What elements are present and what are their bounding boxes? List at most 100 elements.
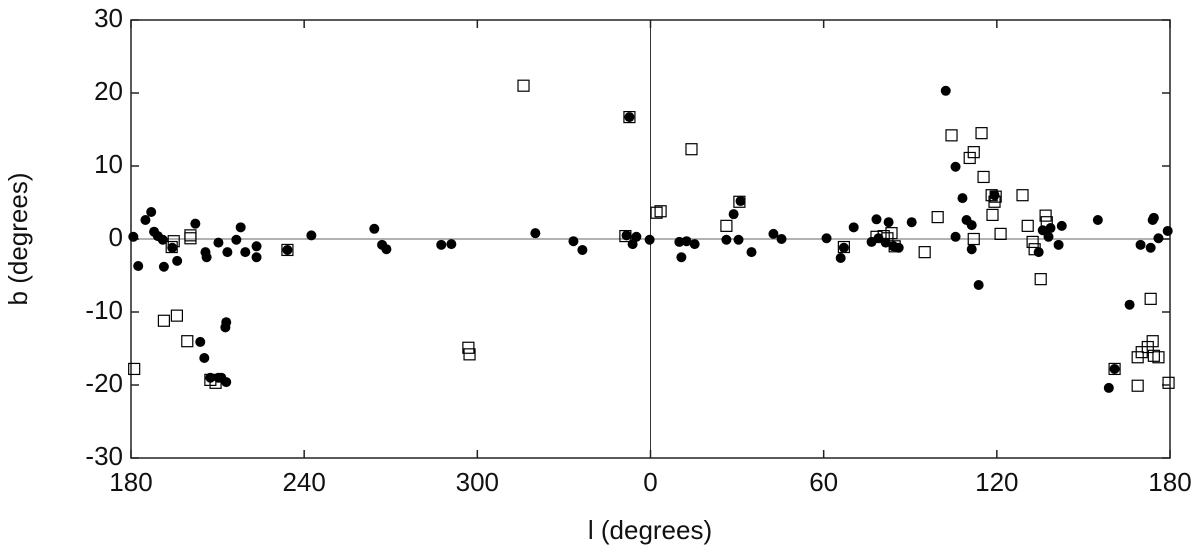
point-square xyxy=(1152,351,1165,364)
point-circle xyxy=(973,279,984,290)
point-circle xyxy=(436,239,447,250)
y-tick-label: -20 xyxy=(85,368,123,398)
point-circle xyxy=(838,242,849,253)
point-circle xyxy=(190,218,201,229)
point-circle xyxy=(940,85,951,96)
y-tick-label: -30 xyxy=(85,441,123,471)
point-circle xyxy=(880,237,891,248)
point-square xyxy=(1039,209,1052,222)
x-tick-label: 180 xyxy=(1148,467,1191,497)
y-tick-label: 20 xyxy=(94,76,123,106)
x-tick-label: 60 xyxy=(809,467,838,497)
x-tick-label: 240 xyxy=(282,467,325,497)
point-circle xyxy=(893,242,904,253)
point-square xyxy=(517,79,530,92)
point-circle xyxy=(871,214,882,225)
point-circle xyxy=(728,209,739,220)
point-square xyxy=(654,205,667,218)
point-circle xyxy=(1056,220,1067,231)
point-square xyxy=(994,227,1007,240)
point-circle xyxy=(1043,231,1054,242)
point-circle xyxy=(221,317,232,328)
point-circle xyxy=(621,230,632,241)
point-square xyxy=(986,208,999,222)
point-circle xyxy=(848,222,859,233)
point-square xyxy=(1026,235,1039,249)
point-circle xyxy=(251,241,262,252)
point-circle xyxy=(530,228,541,239)
point-square xyxy=(128,362,141,376)
point-circle xyxy=(577,244,588,255)
point-circle xyxy=(966,220,977,231)
point-square xyxy=(877,229,890,243)
point-square xyxy=(619,229,632,243)
point-circle xyxy=(172,255,183,266)
point-circle xyxy=(446,239,457,250)
point-square xyxy=(888,240,901,253)
point-square xyxy=(931,211,944,224)
point-circle xyxy=(674,236,685,247)
point-square xyxy=(989,190,1002,203)
point-circle xyxy=(282,244,293,255)
point-circle xyxy=(213,237,224,248)
point-square xyxy=(1021,219,1034,232)
y-tick-label: 30 xyxy=(94,3,123,33)
point-square xyxy=(1144,292,1157,305)
point-circle xyxy=(235,222,246,233)
point-circle xyxy=(835,252,846,263)
point-square xyxy=(1108,362,1121,376)
point-square xyxy=(167,235,180,248)
x-tick-label: 120 xyxy=(975,467,1018,497)
point-square xyxy=(209,376,222,389)
y-tick-label: -10 xyxy=(85,295,123,325)
point-circle xyxy=(157,234,168,245)
point-circle xyxy=(568,236,579,247)
point-square xyxy=(623,110,636,124)
point-circle xyxy=(195,336,206,347)
point-circle xyxy=(624,112,635,123)
point-square xyxy=(170,309,183,322)
point-circle xyxy=(631,231,642,242)
point-square xyxy=(181,335,194,348)
point-circle xyxy=(133,261,144,272)
point-circle xyxy=(689,239,700,250)
point-circle xyxy=(167,242,178,253)
point-circle xyxy=(821,233,832,244)
point-circle xyxy=(1053,239,1064,250)
point-circle xyxy=(776,234,787,244)
point-square xyxy=(720,219,733,232)
point-circle xyxy=(222,247,233,258)
point-square xyxy=(918,246,931,259)
point-circle xyxy=(199,352,210,363)
point-square xyxy=(157,314,171,327)
point-circle xyxy=(240,247,251,258)
point-circle xyxy=(1103,382,1114,393)
point-circle xyxy=(201,252,212,263)
y-axis-label: b (degrees) xyxy=(3,173,33,306)
point-square xyxy=(967,232,980,246)
point-square xyxy=(1131,379,1144,392)
point-circle xyxy=(746,247,757,258)
point-circle xyxy=(140,215,151,226)
x-tick-label: 0 xyxy=(643,467,657,497)
point-circle xyxy=(966,244,977,255)
y-tick-label: 0 xyxy=(109,222,123,252)
point-circle xyxy=(251,252,262,263)
point-square xyxy=(685,143,698,156)
point-square xyxy=(463,348,476,361)
x-axis-label: l (degrees) xyxy=(588,515,712,545)
point-circle xyxy=(950,161,961,172)
point-circle xyxy=(883,217,894,228)
point-square xyxy=(462,341,475,354)
point-square xyxy=(1016,189,1029,202)
point-circle xyxy=(381,244,392,255)
point-circle xyxy=(158,261,169,272)
point-square xyxy=(281,243,294,257)
point-circle xyxy=(1145,242,1156,253)
point-circle xyxy=(957,193,968,204)
point-circle xyxy=(735,196,746,207)
point-circle xyxy=(1033,247,1044,258)
point-circle xyxy=(1135,239,1146,250)
point-circle xyxy=(1109,363,1120,374)
